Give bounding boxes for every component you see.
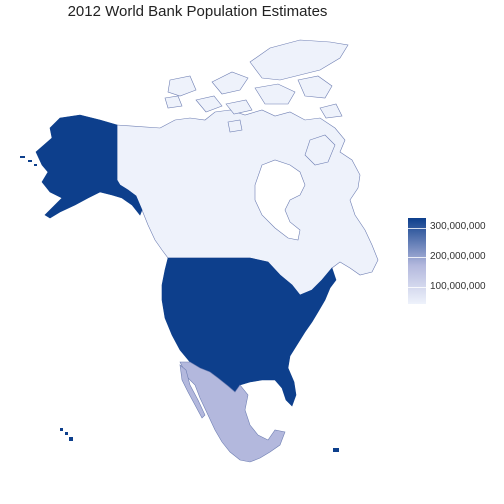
canada-arctic-islands[interactable] [164, 39, 349, 166]
baja-california[interactable] [179, 364, 206, 419]
legend-tick [408, 287, 426, 288]
legend-tick [408, 228, 426, 229]
country-alaska[interactable] [35, 114, 143, 219]
legend-label-100m: 100,000,000 [430, 281, 486, 292]
legend-label-200m: 200,000,000 [430, 251, 486, 262]
legend-colorbar [408, 218, 426, 304]
legend-label-300m: 300,000,000 [430, 221, 486, 232]
legend-tick [408, 257, 426, 258]
country-mexico[interactable] [179, 361, 286, 463]
map-title: 2012 World Bank Population Estimates [67, 3, 328, 20]
hawaii-islands[interactable] [60, 428, 73, 441]
hudson-bay [254, 159, 306, 241]
caribbean-island[interactable] [333, 448, 339, 452]
aleutian-islands[interactable] [20, 156, 37, 166]
